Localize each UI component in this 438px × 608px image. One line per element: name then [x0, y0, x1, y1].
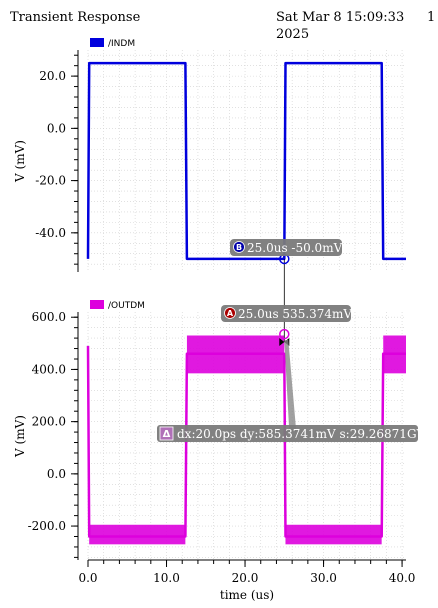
marker-b-label: 25.0us -50.0mV — [247, 241, 343, 255]
y-axis-label: V (mV) — [13, 140, 27, 183]
marker-b-badge — [233, 241, 245, 253]
marker-a-badge — [224, 307, 236, 319]
y-tick-label: 0.0 — [47, 467, 66, 481]
y-tick-label: 600.0 — [32, 310, 66, 324]
legend-label: /OUTDM — [108, 301, 145, 311]
series-line — [86, 345, 406, 538]
delta-pointer — [284, 340, 297, 432]
marker-a-label-box — [221, 305, 351, 322]
marker-a-label: 25.0us 535.374mV — [238, 307, 352, 321]
delta-label: dx:20.0ps dy:585.3741mV s:29.26871GV/ — [177, 427, 430, 441]
marker-b-badge-letter: B — [236, 243, 242, 252]
header-page-number: 1 — [427, 10, 436, 25]
x-tick-label: 0.0 — [78, 571, 97, 585]
header-title: Transient Response — [10, 10, 141, 25]
y-tick-label: -20.0 — [35, 174, 66, 188]
y-tick-label: 0.0 — [47, 121, 66, 135]
delta-badge-symbol: Δ — [163, 429, 171, 440]
header-year: 2025 — [276, 27, 310, 42]
noise-band — [89, 524, 186, 545]
y-tick-label: 20.0 — [39, 69, 66, 83]
y-tick-label: -200.0 — [28, 519, 66, 533]
series-line — [86, 61, 406, 261]
header-datetime: Sat Mar 8 15:09:33 — [276, 10, 405, 25]
legend-label: /INDM — [108, 39, 135, 49]
y-tick-label: 400.0 — [32, 362, 66, 376]
marker-b-label-box — [230, 239, 342, 256]
x-tick-label: 20.0 — [232, 571, 259, 585]
marker-a-point[interactable] — [279, 328, 290, 340]
x-axis-label: time (us) — [220, 588, 274, 602]
x-tick-label: 40.0 — [389, 571, 416, 585]
y-axis-label: V (mV) — [13, 415, 27, 458]
marker-a-badge-letter: A — [227, 309, 234, 318]
delta-label-box — [157, 425, 418, 442]
x-tick-label: 10.0 — [153, 571, 180, 585]
legend-swatch — [90, 300, 104, 309]
noise-band — [285, 524, 382, 545]
x-tick-label: 30.0 — [310, 571, 337, 585]
delta-badge — [159, 426, 174, 441]
y-tick-label: 200.0 — [32, 415, 66, 429]
y-tick-label: -40.0 — [35, 226, 66, 240]
legend-swatch — [90, 38, 104, 47]
